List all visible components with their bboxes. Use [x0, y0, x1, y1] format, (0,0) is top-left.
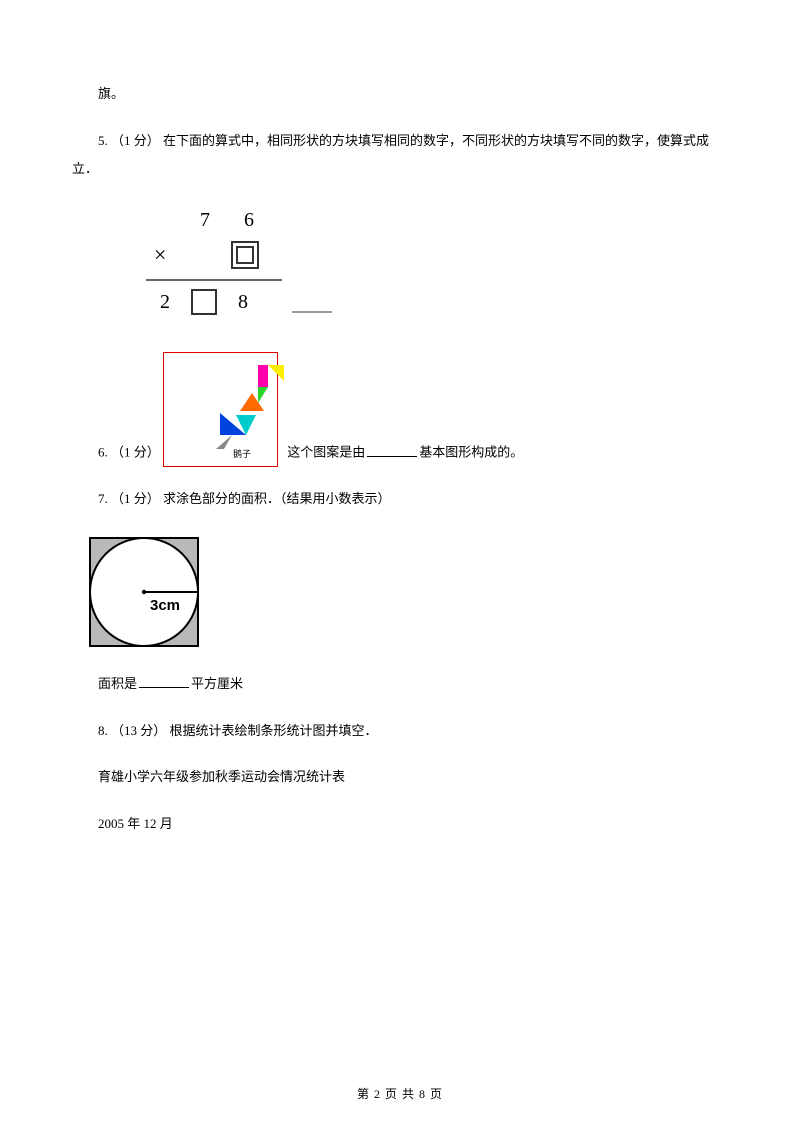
tangram-shape	[258, 365, 268, 387]
outer-box-icon	[232, 242, 258, 268]
q7-points: （1 分）	[111, 491, 160, 506]
tangram-shape	[258, 387, 268, 403]
q8-sub1: 育雄小学六年级参加秋季运动会情况统计表	[72, 763, 728, 792]
tangram-shape	[268, 365, 284, 381]
q6-blank	[367, 444, 417, 457]
tangram-figure: 鹅子	[163, 352, 278, 467]
question-6: 6. （1 分） 鹅子 这个图案是由基本图形构成的。	[72, 352, 728, 467]
q6-text-b: 基本图形构成的。	[419, 445, 523, 460]
flag-continuation: 旗。	[72, 80, 728, 109]
q6-points: （1 分）	[111, 445, 160, 460]
q5-text: 在下面的算式中，相同形状的方块填写相同的数字，不同形状的方块填写不同的数字，使算…	[72, 133, 709, 177]
q7-num: 7.	[98, 491, 108, 506]
q8-text: 根据统计表绘制条形统计图并填空．	[170, 723, 378, 738]
footer-total: 8	[419, 1087, 426, 1101]
q8-sub2: 2005 年 12 月	[72, 810, 728, 839]
digit-2: 2	[160, 291, 170, 313]
q5-num: 5.	[98, 133, 108, 148]
digit-8: 8	[238, 291, 248, 313]
footer-prefix: 第	[357, 1087, 374, 1101]
q8-num: 8.	[98, 723, 108, 738]
page-content: 旗。 5. （1 分） 在下面的算式中，相同形状的方块填写相同的数字，不同形状的…	[0, 0, 800, 896]
q7-answer-line: 面积是 平方厘米	[72, 670, 728, 699]
q5-math-figure: 7 6 × 2 8	[132, 202, 312, 343]
center-dot-icon	[142, 590, 146, 594]
question-5: 5. （1 分） 在下面的算式中，相同形状的方块填写相同的数字，不同形状的方块填…	[72, 127, 728, 184]
q7-blank	[139, 675, 189, 688]
result-box-icon	[192, 290, 216, 314]
question-8: 8. （13 分） 根据统计表绘制条形统计图并填空．	[72, 717, 728, 746]
digit-6: 6	[244, 209, 254, 231]
inner-box-icon	[237, 247, 253, 263]
q7-answer-suffix: 平方厘米	[191, 676, 243, 691]
radius-label: 3cm	[150, 597, 180, 614]
tangram-label: 鹅子	[207, 445, 251, 465]
q7-figure: 3cm	[84, 532, 204, 656]
q6-num: 6.	[98, 445, 108, 460]
footer-mid: 页 共	[381, 1087, 419, 1101]
q7-answer-prefix: 面积是	[98, 676, 137, 691]
page-footer: 第 2 页 共 8 页	[0, 1085, 800, 1102]
q5-points: （1 分）	[111, 133, 160, 148]
footer-suffix: 页	[426, 1087, 443, 1101]
digit-7: 7	[200, 209, 210, 231]
multiply-sign: ×	[154, 242, 166, 267]
q8-points: （13 分）	[111, 723, 166, 738]
q7-text: 求涂色部分的面积．（结果用小数表示）	[163, 491, 391, 506]
footer-page: 2	[374, 1087, 381, 1101]
question-7: 7. （1 分） 求涂色部分的面积．（结果用小数表示）	[72, 485, 728, 514]
